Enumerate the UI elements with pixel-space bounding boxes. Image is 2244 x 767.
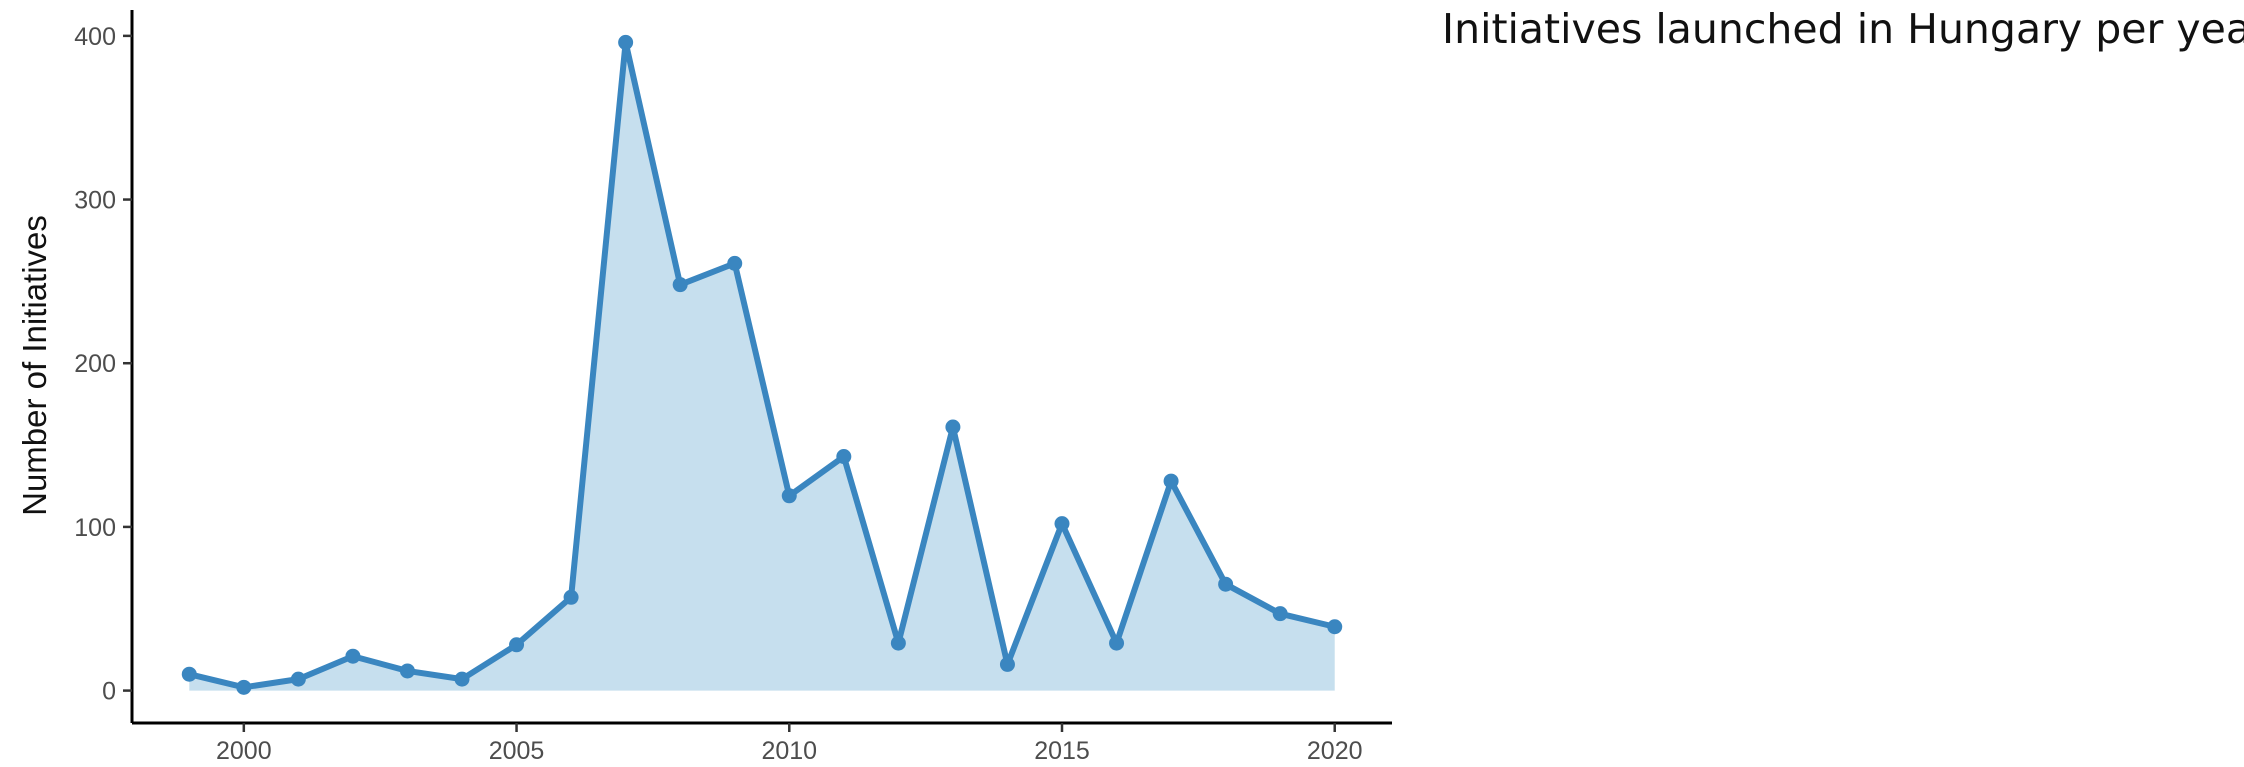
data-point	[454, 671, 470, 687]
points-layer	[181, 34, 1343, 695]
data-point	[672, 277, 688, 293]
line-layer	[186, 39, 1338, 691]
data-point	[1218, 576, 1234, 592]
x-tick-label: 2000	[216, 737, 272, 765]
y-tick-label: 300	[74, 187, 116, 215]
data-point	[181, 666, 197, 682]
series-line	[186, 39, 1338, 691]
series-area	[189, 42, 1335, 691]
axes-layer	[130, 10, 1392, 725]
x-tick-label: 2005	[489, 737, 545, 765]
data-point	[618, 34, 634, 50]
y-tick-label: 200	[74, 350, 116, 378]
data-point	[890, 635, 906, 651]
y-tick-label: 100	[74, 514, 116, 542]
ticks-layer: 0 100 200 300 400 2000 2005 2010 2015 2020	[74, 23, 1362, 765]
x-tick-label: 2020	[1307, 737, 1363, 765]
data-point	[1163, 473, 1179, 489]
data-point	[563, 589, 579, 605]
data-point	[727, 255, 743, 271]
y-tick-label: 0	[102, 678, 116, 706]
data-point	[1272, 606, 1288, 622]
chart-side-title: Initiatives launched in Hungary per year	[1442, 5, 2244, 53]
data-point	[781, 488, 797, 504]
data-point	[290, 671, 306, 687]
data-point	[836, 449, 852, 465]
y-tick-label: 400	[74, 23, 116, 51]
data-point	[509, 637, 525, 653]
x-tick-label: 2015	[1034, 737, 1090, 765]
data-point	[945, 419, 961, 435]
data-point	[1109, 635, 1125, 651]
x-tick-label: 2010	[761, 737, 817, 765]
area-layer	[189, 42, 1335, 691]
data-point	[236, 679, 252, 695]
y-axis-title: Number of Initiatives	[16, 215, 53, 516]
data-point	[1327, 619, 1343, 635]
data-point	[999, 656, 1015, 672]
data-point	[345, 648, 361, 664]
data-point	[399, 663, 415, 679]
data-point	[1054, 516, 1070, 532]
